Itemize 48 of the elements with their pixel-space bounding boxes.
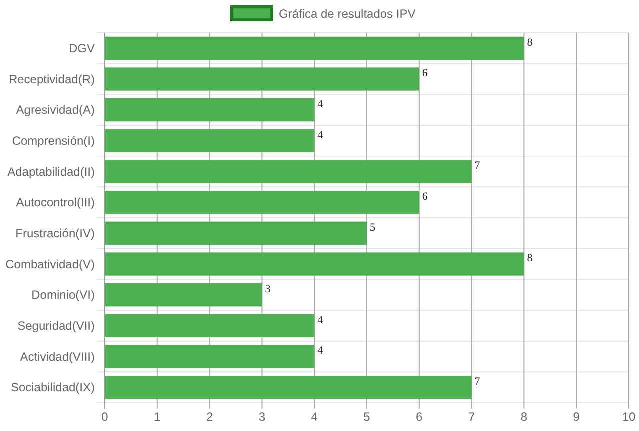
x-tick-label: 7 [468,410,476,424]
bar [105,376,472,400]
y-tick-label: Dominio(VI) [32,288,95,302]
y-tick-label: Combatividad(V) [6,257,95,272]
bar [105,252,524,276]
y-tick-label: Actividad(VIII) [20,350,95,364]
data-label: 7 [474,376,481,388]
data-label: 8 [527,36,534,49]
bar [105,284,262,307]
data-label: 4 [318,314,324,326]
data-label: 6 [422,68,428,80]
y-tick-label: Seguridad(VII) [18,318,95,333]
bar [105,191,420,214]
bar [105,160,472,184]
data-label: 6 [422,191,428,204]
x-tick-label: 6 [416,410,424,424]
x-tick-label: 2 [206,410,214,424]
bar [105,68,420,91]
y-tick-label: Comprensión(I) [12,134,95,148]
x-tick-label: 1 [154,410,162,424]
x-tick-label: 10 [622,410,636,424]
y-tick-label: Adaptabilidad(II) [8,164,95,179]
x-tick-label: 5 [364,410,371,424]
x-tick-label: 8 [520,410,528,424]
x-tick-label: 4 [311,410,318,424]
x-tick-label: 0 [102,410,109,424]
y-tick-label: Agresividad(A) [16,103,95,118]
y-tick-label: Receptividad(R) [8,72,95,86]
bar [105,314,315,338]
bar [105,129,315,152]
data-label: 3 [265,284,272,296]
data-label: 8 [527,252,534,265]
y-tick-label: Sociabilidad(IX) [10,380,95,395]
data-label: 5 [370,222,376,234]
bar [105,36,524,60]
x-tick-label: 9 [573,410,580,424]
data-label: 7 [474,160,481,172]
y-tick-label: Autocontrol(III) [16,196,95,210]
y-tick-label: DGV [68,41,95,56]
bar [105,222,367,245]
bar [105,345,315,368]
data-label: 4 [318,345,324,358]
y-tick-label: Frustración(IV) [16,226,95,240]
data-label: 4 [318,98,324,111]
data-label: 4 [318,129,324,142]
bar [105,98,315,122]
x-tick-label: 3 [258,410,266,424]
legend-label: Gráfica de resultados IPV [279,7,416,21]
